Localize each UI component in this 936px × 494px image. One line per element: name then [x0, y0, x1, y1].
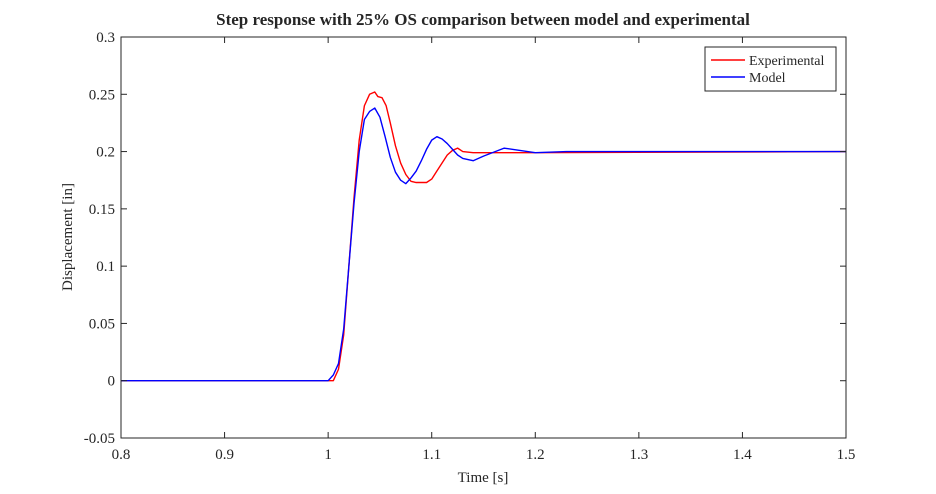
chart-title: Step response with 25% OS comparison bet… [216, 10, 750, 29]
y-tick-label: 0 [108, 374, 116, 390]
x-tick-label: 1.4 [733, 447, 752, 463]
x-tick-label: 1.2 [526, 447, 545, 463]
y-axis-ticks: -0.05 0 0.05 0.1 0.15 0.2 0.25 0.3 [84, 30, 846, 447]
x-tick-label: 1.3 [629, 447, 648, 463]
x-axis-label: Time [s] [458, 470, 509, 486]
x-tick-label: 1.5 [837, 447, 856, 463]
legend: Experimental Model [704, 46, 837, 92]
legend-label-experimental: Experimental [749, 54, 825, 69]
y-tick-label: 0.1 [96, 259, 115, 275]
legend-box [704, 46, 837, 92]
y-tick-label: -0.05 [84, 431, 115, 447]
x-tick-label: 0.8 [112, 447, 131, 463]
y-tick-label: 0.2 [96, 145, 115, 161]
y-tick-label: 0.15 [89, 202, 115, 218]
y-tick-label: 0.3 [96, 30, 115, 46]
x-axis-ticks: 0.8 0.9 1 1.1 1.2 1.3 1.4 1.5 [112, 37, 856, 463]
series-layer [121, 91, 846, 382]
legend-label-model: Model [749, 71, 786, 86]
plot-frame [120, 36, 847, 439]
y-tick-label: 0.25 [89, 87, 115, 103]
x-tick-label: 1 [324, 447, 332, 463]
x-tick-label: 1.1 [422, 447, 441, 463]
y-tick-label: 0.05 [89, 316, 115, 332]
plot-area [121, 37, 846, 438]
y-axis-label: Displacement [in] [60, 183, 76, 291]
x-tick-label: 0.9 [215, 447, 234, 463]
series-line-model [121, 107, 846, 382]
